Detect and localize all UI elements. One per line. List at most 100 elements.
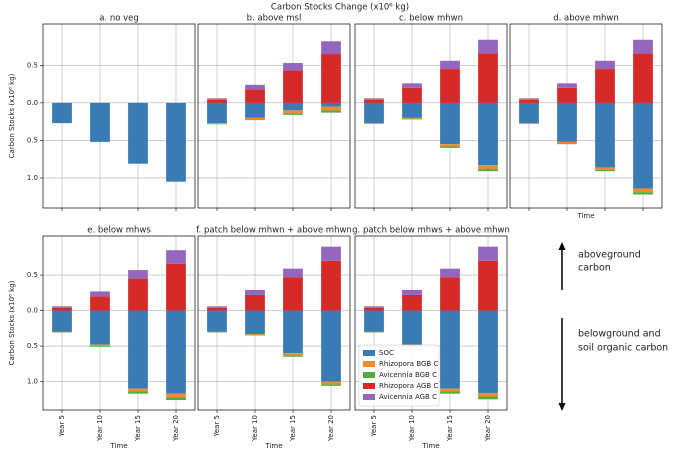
bar-segment — [245, 117, 265, 120]
bar-segment — [283, 110, 303, 114]
bar-segment — [166, 310, 186, 394]
x-tick-label: Year 10 — [408, 415, 416, 442]
bar-segment — [245, 119, 265, 121]
bar-segment — [128, 391, 148, 394]
bar-segment — [128, 310, 148, 389]
bar-segment — [90, 346, 110, 347]
bar-segment — [283, 355, 303, 357]
bar-segment — [90, 296, 110, 311]
x-axis-label: Time — [264, 442, 282, 450]
x-tick-label: Year 5 — [370, 415, 378, 438]
bar-segment — [364, 310, 384, 332]
annotation-line: belowground and — [578, 329, 661, 340]
bar-segment — [283, 102, 303, 111]
bar-segment — [402, 83, 422, 88]
y-tick-label: 1.0 — [27, 378, 38, 386]
bar-segment — [52, 306, 72, 308]
plot-frame — [354, 23, 508, 209]
bar-segment — [128, 270, 148, 279]
bar-segment — [321, 110, 341, 113]
bar-segment — [478, 392, 498, 397]
bar-segment — [166, 393, 186, 398]
y-tick-label: 0.0 — [27, 99, 38, 107]
bar-segment — [52, 307, 72, 311]
y-tick-label: 0.0 — [27, 307, 38, 315]
legend-label: Rhizopora BGB C — [379, 360, 438, 368]
bar-segment — [478, 165, 498, 169]
x-tick-label: Year 5 — [213, 415, 221, 438]
x-tick-label: Year 20 — [484, 415, 492, 442]
bar-segment — [321, 102, 341, 107]
bar-segment — [440, 60, 460, 70]
bar-segment — [364, 307, 384, 311]
bar-segment — [478, 39, 498, 54]
bar-segment — [478, 310, 498, 393]
bar-segment — [364, 306, 384, 308]
bar-segment — [321, 260, 341, 311]
bar-segment — [283, 353, 303, 356]
legend-swatch — [363, 394, 375, 400]
plot-frame — [509, 23, 663, 209]
bar-segment — [478, 260, 498, 311]
bar-segment — [283, 268, 303, 278]
annotation-line: aboveground — [578, 250, 641, 261]
bar-segment — [207, 98, 227, 100]
bar-segment — [52, 310, 72, 332]
plot-frame — [354, 235, 508, 411]
legend-label: SOC — [379, 349, 394, 357]
plot-frame — [197, 23, 351, 209]
bar-segment — [519, 102, 539, 124]
panel-title: c. below mhwn — [399, 14, 463, 24]
bar-segment — [207, 102, 227, 124]
bar-segment — [519, 99, 539, 103]
panel-title: f. patch below mhwn + above mhwn — [196, 226, 352, 236]
x-tick-label: Year 5 — [58, 415, 66, 438]
bar-segment — [321, 310, 341, 382]
bar-segment — [440, 277, 460, 311]
bar-segment — [633, 188, 653, 193]
x-tick-label: Year 10 — [96, 415, 104, 442]
bar-segment — [166, 102, 186, 182]
bar-segment — [557, 141, 577, 144]
panel-title: a. no veg — [99, 14, 139, 24]
bar-segment — [207, 123, 227, 124]
bar-segment — [402, 294, 422, 311]
bar-segment — [90, 291, 110, 297]
bar-segment — [207, 99, 227, 103]
panel-title: d. above mhwn — [553, 14, 619, 24]
bar-segment — [364, 102, 384, 124]
x-axis-label: Time — [576, 212, 594, 220]
legend-label: Avicennia BGB C — [379, 371, 437, 379]
bar-segment — [440, 102, 460, 145]
bar-segment — [283, 70, 303, 103]
bar-segment — [633, 53, 653, 103]
bar-segment — [595, 167, 615, 170]
bar-segment — [595, 60, 615, 70]
bar-segment — [207, 306, 227, 308]
bar-segment — [402, 117, 422, 119]
bar-segment — [557, 102, 577, 142]
bar-segment — [245, 334, 265, 336]
legend-label: Rhizopora AGB C — [379, 382, 438, 390]
bar-segment — [52, 102, 72, 124]
y-tick-label: 1.0 — [27, 174, 38, 182]
bar-segment — [128, 102, 148, 164]
bar-segment — [245, 294, 265, 311]
bar-segment — [633, 39, 653, 54]
x-tick-label: Year 20 — [327, 415, 335, 442]
bar-segment — [321, 384, 341, 386]
legend-swatch — [363, 361, 375, 367]
y-tick-label: 0.5 — [27, 271, 38, 279]
bar-segment — [128, 278, 148, 311]
bar-segment — [245, 310, 265, 335]
x-tick-label: Year 15 — [289, 415, 297, 442]
bar-segment — [90, 344, 110, 347]
bar-segment — [245, 102, 265, 118]
arrow-up-head — [558, 242, 566, 250]
x-tick-label: Year 15 — [134, 415, 142, 442]
bar-segment — [245, 89, 265, 103]
bar-segment — [364, 98, 384, 100]
y-tick-label: 0.5 — [27, 136, 38, 144]
bar-segment — [595, 69, 615, 103]
bar-segment — [402, 118, 422, 120]
